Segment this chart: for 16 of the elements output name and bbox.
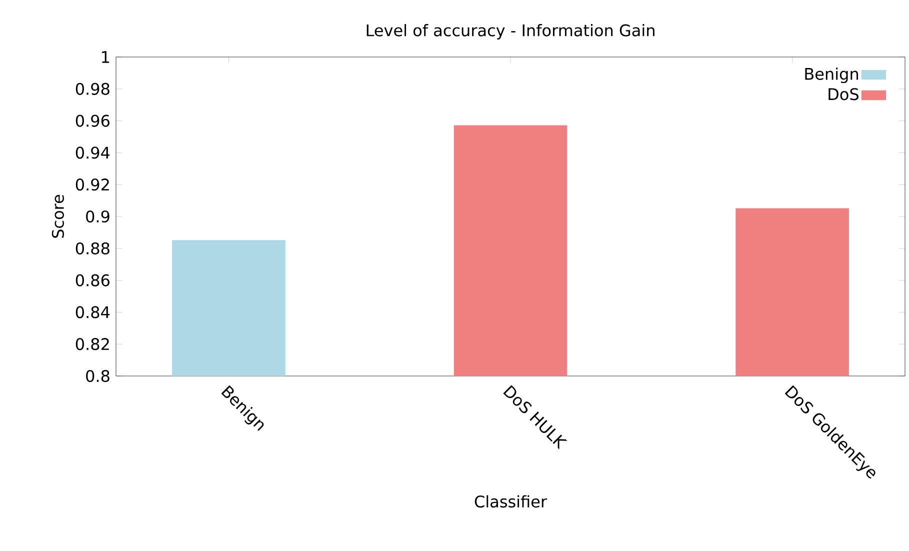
x-axis-title: Classifier: [474, 495, 548, 508]
y-tick-label: 0.94: [76, 146, 110, 159]
y-tick-label: 0.82: [76, 338, 109, 350]
y-tick-label: 1: [102, 51, 109, 63]
y-tick-label: 0.86: [76, 274, 110, 286]
y-tick-label: 0.9: [86, 210, 110, 223]
y-tick-label: 0.96: [76, 114, 110, 127]
y-axis-title: Score: [52, 194, 64, 238]
legend-label: DoS: [828, 88, 858, 100]
legend-label: Benign: [805, 68, 858, 84]
y-tick-label: 0.84: [76, 306, 110, 318]
y-tick-label: 0.92: [76, 178, 109, 191]
y-tick-label: 0.88: [76, 242, 110, 254]
y-tick-label: 0.8: [86, 370, 110, 382]
y-tick-label: 0.98: [76, 82, 110, 95]
chart-title: Level of accuracy - Information Gain: [366, 24, 654, 40]
